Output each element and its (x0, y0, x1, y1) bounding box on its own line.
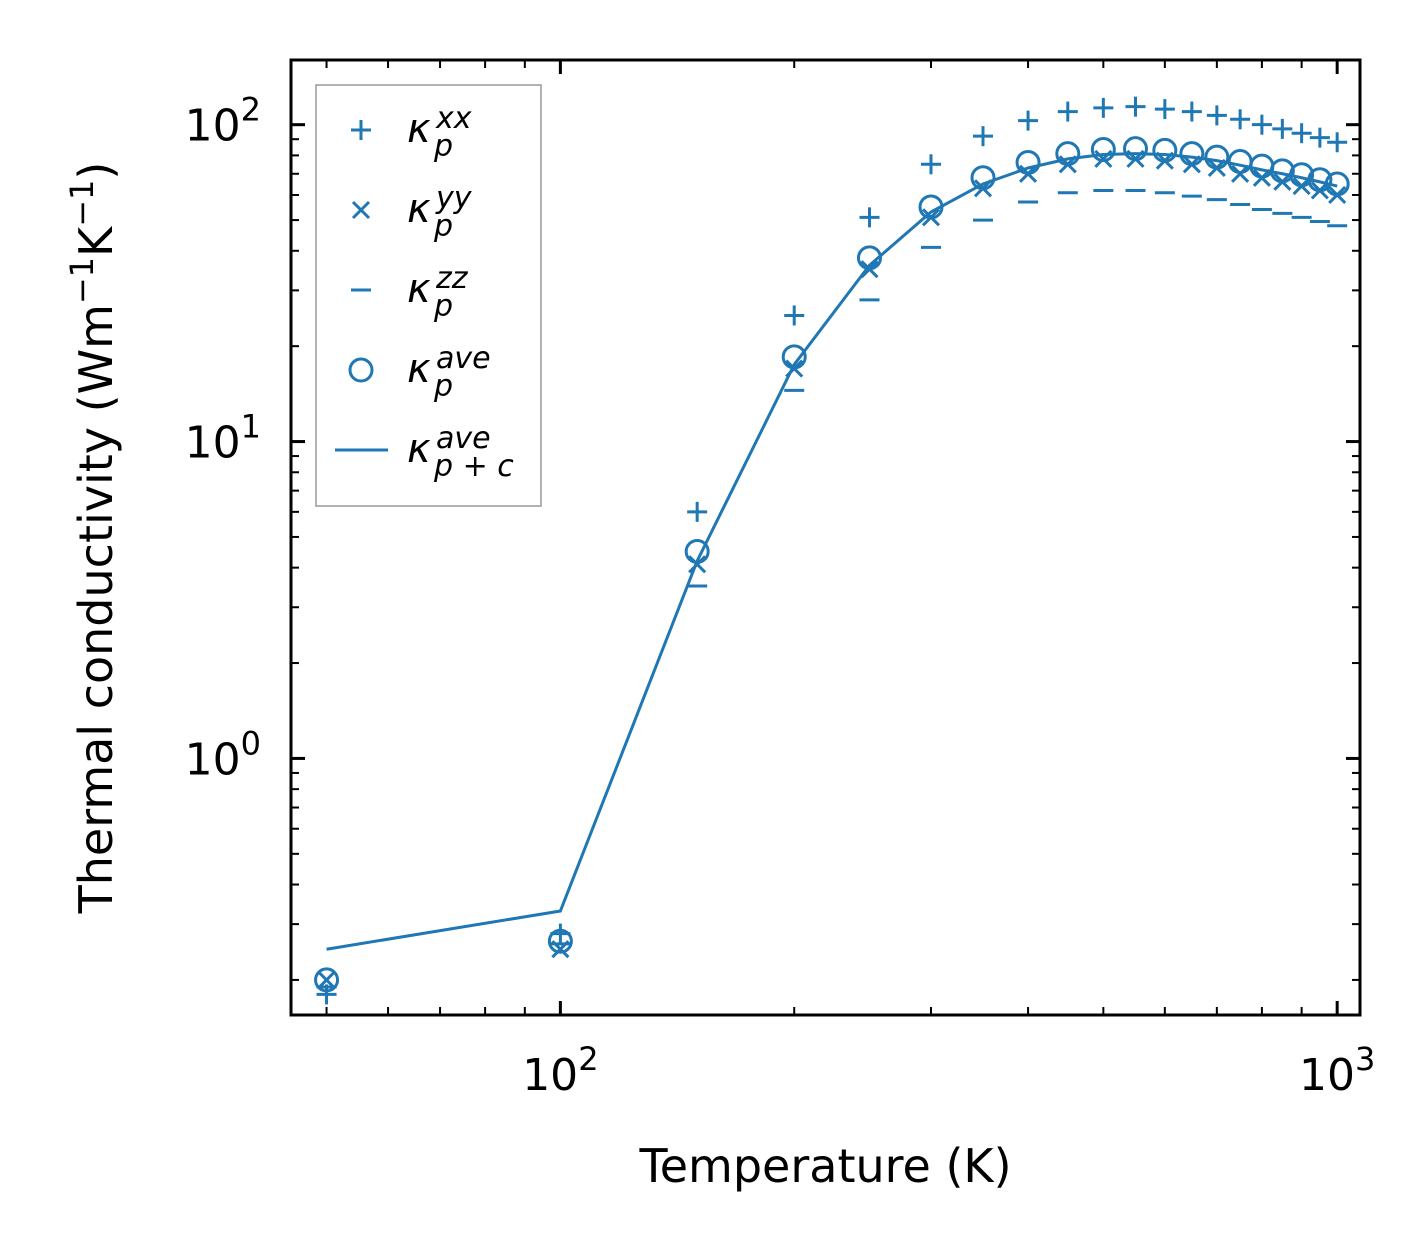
data-point-ave (1152, 137, 1178, 163)
data-point-xx (784, 305, 805, 326)
legend-label-yy: κ yy p (407, 181, 473, 244)
data-point-xx (1291, 123, 1312, 144)
legend-marker-xx (351, 120, 371, 140)
y-axis-label-exp2: −1 (63, 180, 101, 227)
data-point-xx (1327, 132, 1348, 153)
data-point-ave (1307, 167, 1333, 193)
data-point-xx (973, 126, 994, 147)
data-point-ave (1204, 144, 1230, 170)
data-point-ave (918, 194, 944, 220)
data-point-xx (1206, 105, 1227, 126)
y-axis-label-suffix: ) (69, 162, 123, 180)
y-axis-label-exp1: −1 (63, 257, 101, 304)
data-point-xx (921, 154, 942, 175)
x-tick-label: 103 (1299, 1040, 1375, 1101)
data-point-xx (1230, 109, 1251, 130)
data-point-xx (687, 501, 708, 522)
legend-label-ave: κ ave p (407, 341, 491, 404)
x-axis-label: Temperature (K) (638, 1139, 1011, 1193)
data-point-xx (1093, 97, 1114, 118)
data-point-xx (1309, 127, 1330, 148)
data-point-ave (684, 538, 710, 564)
legend-marker-yy (351, 200, 371, 220)
data-point-ave (1227, 149, 1253, 175)
y-tick-label: 102 (185, 91, 261, 152)
data-point-ave (1249, 153, 1275, 179)
data-point-xx (1181, 101, 1202, 122)
data-point-ave (781, 344, 807, 370)
data-point-ave (1015, 149, 1041, 175)
data-point-ave (1289, 162, 1315, 188)
data-point-xx (1125, 96, 1146, 117)
y-axis-label-prefix: Thermal conductivity (Wm (69, 304, 123, 914)
plot-markers (314, 96, 1350, 1005)
y-axis-label-mid: K (69, 225, 123, 257)
data-point-xx (1154, 99, 1175, 120)
y-tick-label: 101 (185, 408, 261, 469)
data-point-xx (1018, 110, 1039, 131)
data-point-xx (859, 207, 880, 228)
legend-label-xx: κ xx p (407, 101, 472, 164)
data-point-yy (317, 970, 336, 989)
data-point-ave (314, 967, 340, 993)
plot-frame (289, 58, 1362, 1017)
series-line-ave_pc (326, 152, 1338, 951)
data-point-ave (1269, 158, 1295, 184)
data-point-ave (970, 165, 996, 191)
y-axis-label: Thermal conductivity (Wm−1K−1) (63, 162, 123, 915)
data-point-ave (1122, 136, 1148, 162)
data-point-ave (1324, 171, 1350, 197)
data-point-ave (1179, 141, 1205, 167)
x-tick-label: 102 (522, 1040, 598, 1101)
data-point-ave (1055, 141, 1081, 167)
data-point-xx (1272, 118, 1293, 139)
y-tick-label: 100 (185, 724, 261, 785)
tick-labels: 102 103 100 101 102 (185, 91, 1376, 1101)
legend-label-zz: κ zz p (407, 261, 469, 324)
plot-lines (326, 152, 1338, 951)
legend-label-ave_pc: κ ave p + c (407, 421, 514, 484)
legend-box (315, 84, 542, 507)
legend: κ xx p κ yy p κ zz p κ ave p κ ave p + c (315, 84, 542, 507)
data-point-yy (688, 555, 707, 574)
legend-marker-ave (348, 357, 374, 383)
data-point-ave (547, 928, 573, 954)
data-point-ave (856, 245, 882, 271)
data-point-ave (1090, 136, 1116, 162)
data-point-yy (1094, 149, 1113, 168)
data-point-xx (1057, 101, 1078, 122)
data-point-xx (1251, 114, 1272, 135)
